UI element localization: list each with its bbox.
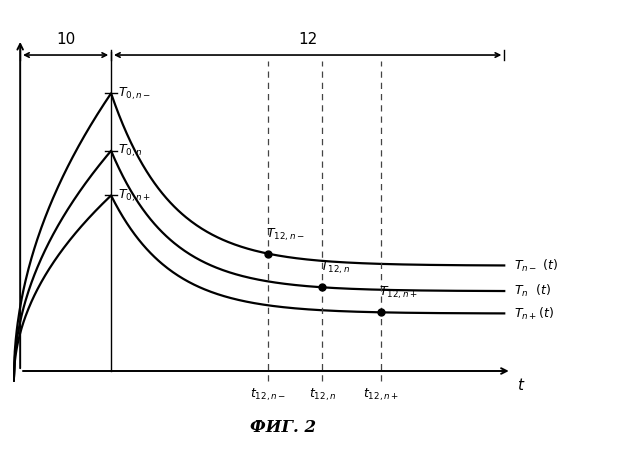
Text: $T_n\ \ (t)$: $T_n\ \ (t)$ [514, 283, 551, 299]
Text: ФИГ. 2: ФИГ. 2 [250, 419, 316, 436]
Text: $T_{12,n+}$: $T_{12,n+}$ [379, 285, 418, 301]
Text: $t$: $t$ [516, 377, 525, 393]
Text: $T_{0,n+}$: $T_{0,n+}$ [118, 187, 152, 204]
Text: $T_{0,n-}$: $T_{0,n-}$ [118, 85, 152, 101]
Text: $t_{12,n}$: $t_{12,n}$ [308, 387, 336, 403]
Text: $T_{12,n-}$: $T_{12,n-}$ [266, 226, 305, 243]
Text: $T_{n+}(t)$: $T_{n+}(t)$ [514, 305, 554, 322]
Text: $T_{n-}\ (t)$: $T_{n-}\ (t)$ [514, 258, 558, 274]
Text: $t_{12,n+}$: $t_{12,n+}$ [364, 387, 399, 403]
Text: 12: 12 [298, 32, 317, 47]
Text: $T_{12,n}$: $T_{12,n}$ [320, 260, 350, 276]
Text: $t_{12,n-}$: $t_{12,n-}$ [250, 387, 287, 403]
Text: 10: 10 [56, 32, 76, 47]
Text: $T_{0,n}$: $T_{0,n}$ [118, 143, 143, 159]
